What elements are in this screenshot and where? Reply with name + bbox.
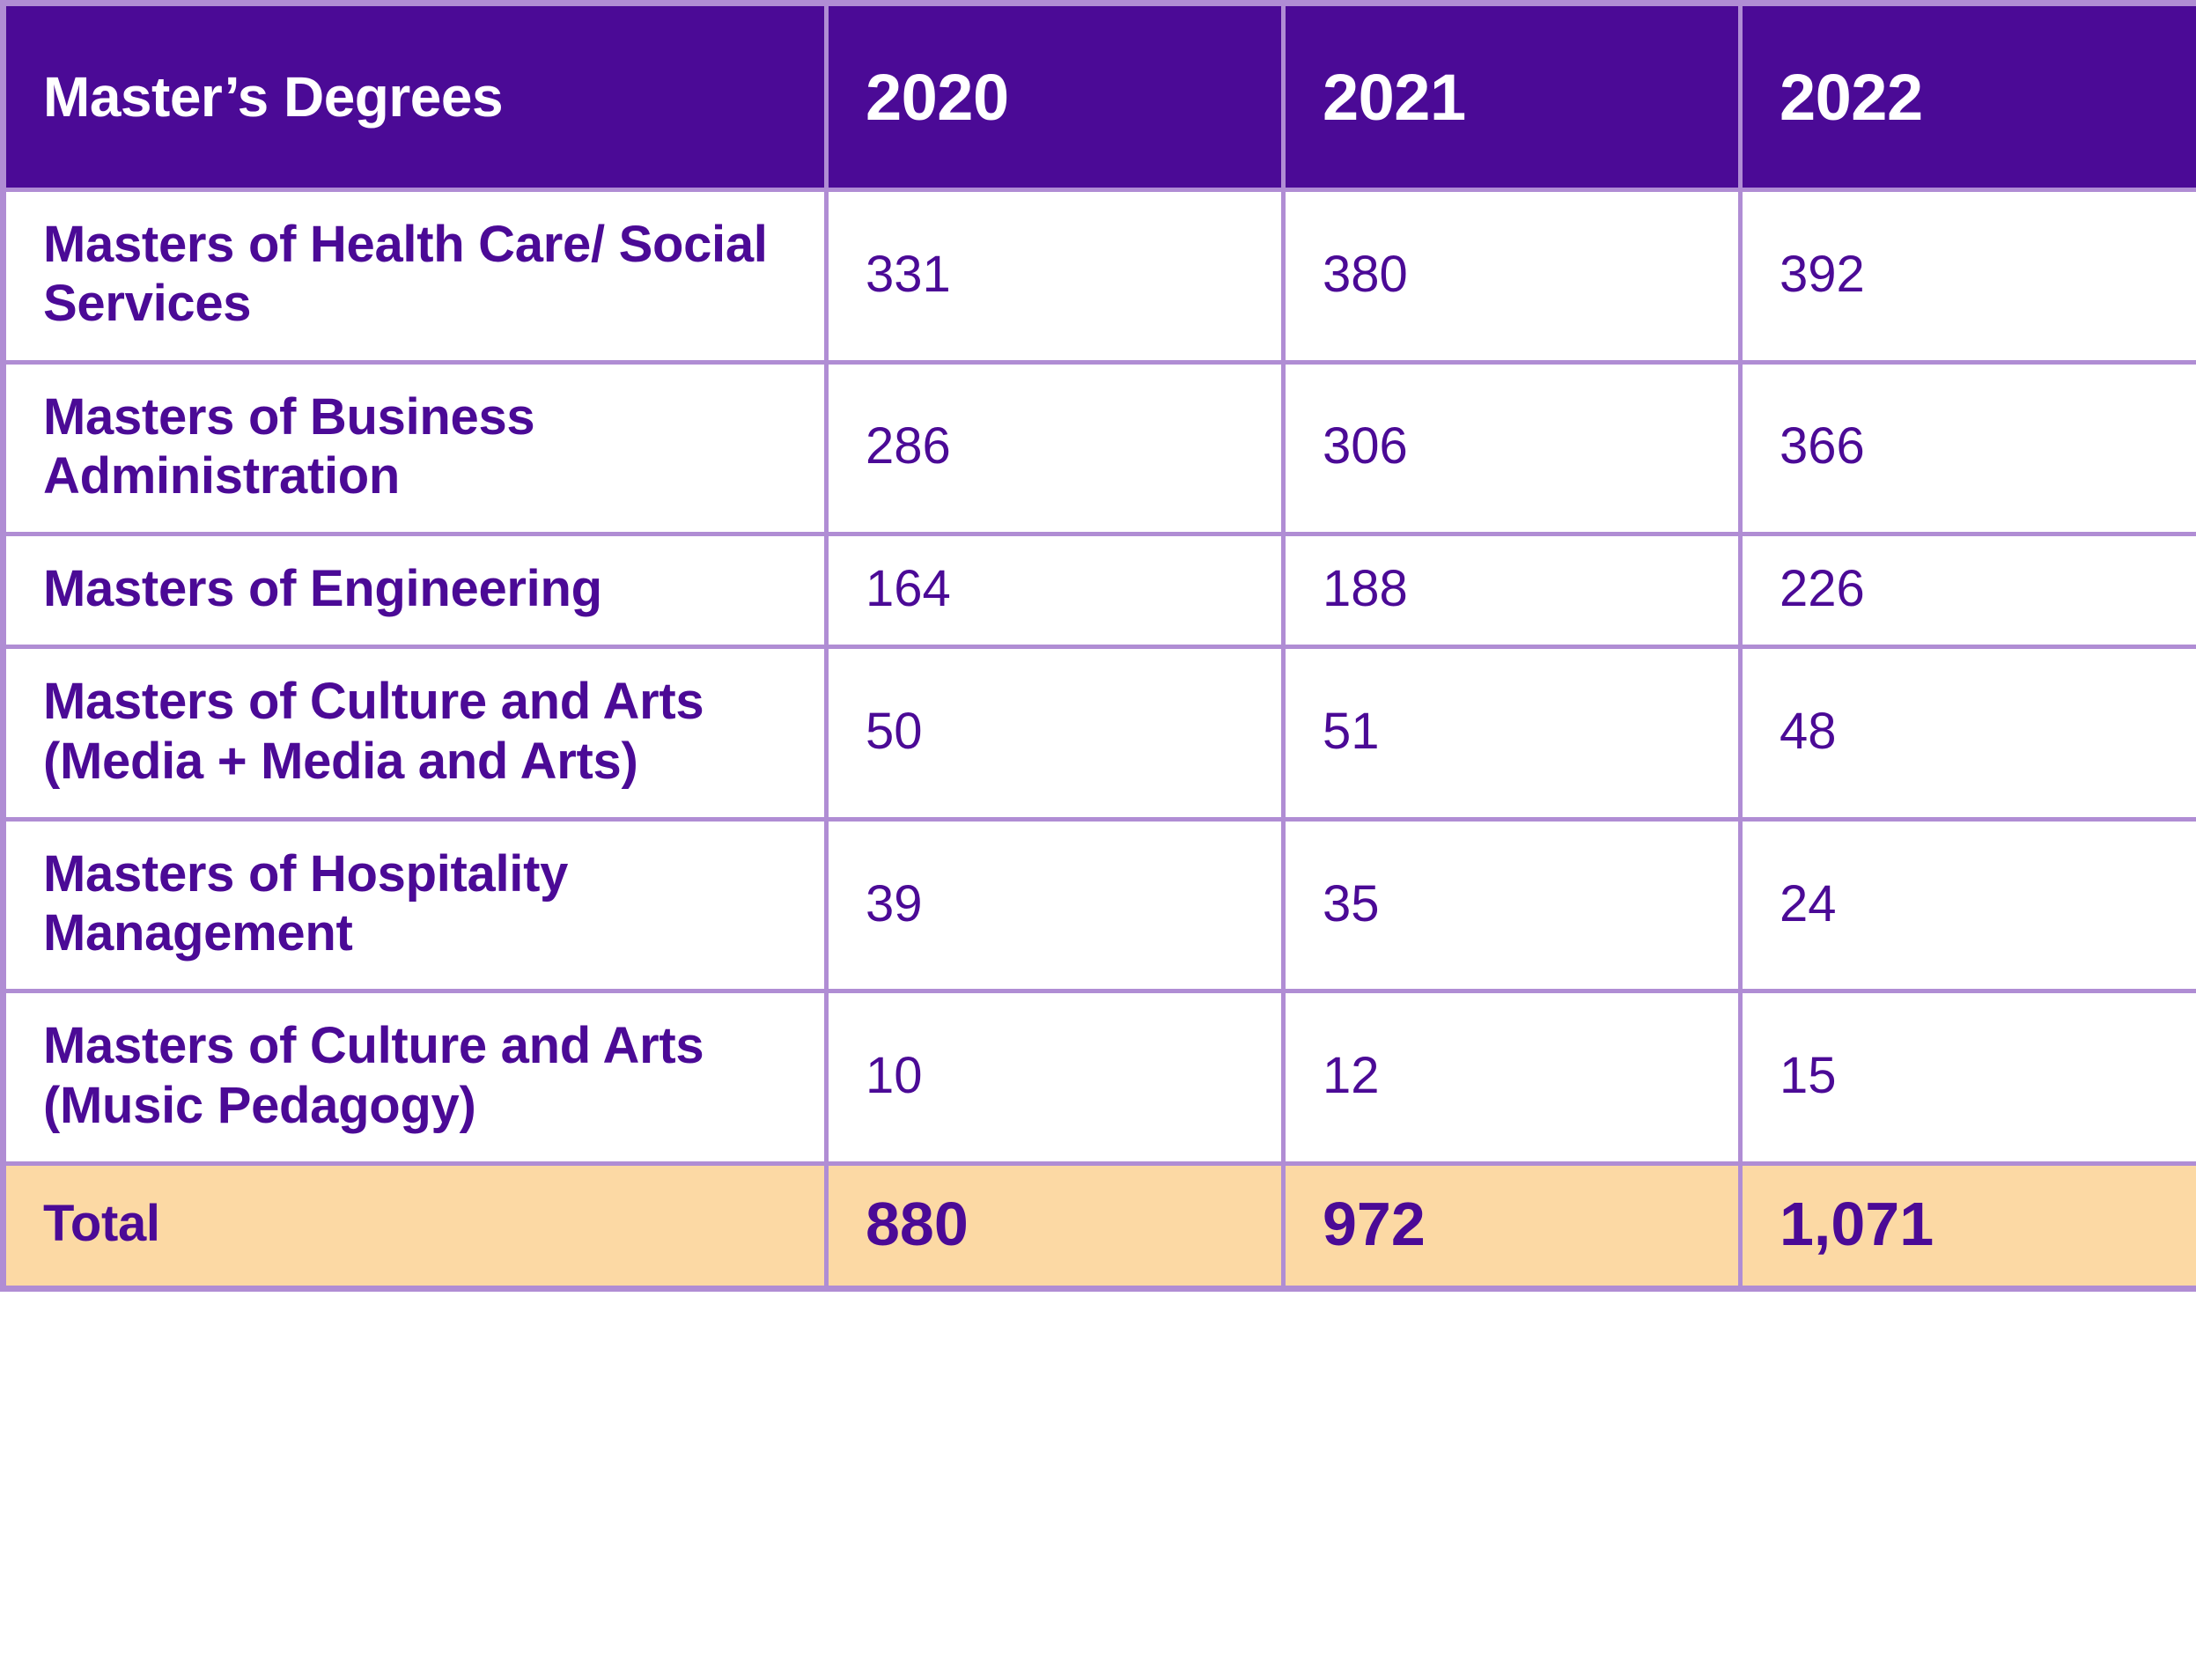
table-body: Masters of Health Care/ Social Services … [0, 188, 2196, 1291]
cell-2021-value: 35 [1281, 816, 1743, 994]
table-row: Masters of Business Administration 286 3… [0, 359, 2196, 537]
cell-2022-value: 226 [1738, 532, 2196, 650]
cell-2020-value: 50 [824, 645, 1286, 822]
row-label: Masters of Engineering [0, 532, 829, 650]
table-row: Masters of Hospitality Management 39 35 … [0, 816, 2196, 994]
row-label: Masters of Business Administration [0, 359, 829, 537]
total-label: Total [0, 1161, 829, 1291]
column-header-label: Master’s Degrees [0, 3, 829, 190]
total-2020-value: 880 [824, 1161, 1286, 1291]
cell-2020-value: 331 [824, 188, 1286, 365]
column-header-2020: 2020 [824, 3, 1286, 190]
column-header-2021: 2021 [1281, 3, 1743, 190]
row-label: Masters of Health Care/ Social Services [0, 188, 829, 365]
cell-2022-value: 366 [1738, 359, 2196, 537]
cell-2021-value: 306 [1281, 359, 1743, 537]
cell-2022-value: 48 [1738, 645, 2196, 822]
cell-2020-value: 164 [824, 532, 1286, 650]
table-row: Masters of Engineering 164 188 226 [0, 532, 2196, 650]
column-header-2022: 2022 [1738, 3, 2196, 190]
table-header: Master’s Degrees 2020 2021 2022 [0, 3, 2196, 190]
cell-2020-value: 286 [824, 359, 1286, 537]
cell-2022-value: 15 [1738, 989, 2196, 1166]
cell-2020-value: 10 [824, 989, 1286, 1166]
row-label: Masters of Hospitality Management [0, 816, 829, 994]
total-2022-value: 1,071 [1738, 1161, 2196, 1291]
cell-2022-value: 392 [1738, 188, 2196, 365]
total-row: Total 880 972 1,071 [0, 1161, 2196, 1291]
table-row: Masters of Health Care/ Social Services … [0, 188, 2196, 365]
cell-2021-value: 12 [1281, 989, 1743, 1166]
table-row: Masters of Culture and Arts (Media + Med… [0, 645, 2196, 822]
header-row: Master’s Degrees 2020 2021 2022 [0, 3, 2196, 190]
row-label: Masters of Culture and Arts (Music Pedag… [0, 989, 829, 1166]
cell-2020-value: 39 [824, 816, 1286, 994]
cell-2021-value: 51 [1281, 645, 1743, 822]
total-2021-value: 972 [1281, 1161, 1743, 1291]
masters-degrees-table: Master’s Degrees 2020 2021 2022 Masters … [0, 0, 2196, 1292]
cell-2021-value: 188 [1281, 532, 1743, 650]
cell-2021-value: 380 [1281, 188, 1743, 365]
table-row: Masters of Culture and Arts (Music Pedag… [0, 989, 2196, 1166]
cell-2022-value: 24 [1738, 816, 2196, 994]
row-label: Masters of Culture and Arts (Media + Med… [0, 645, 829, 822]
